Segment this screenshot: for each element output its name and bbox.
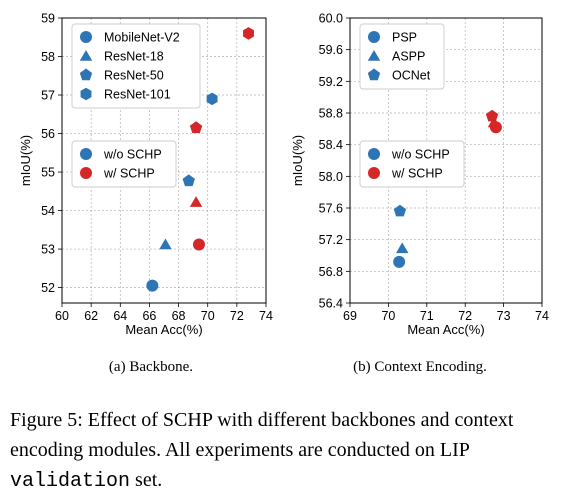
- legend-label: w/o SCHP: [103, 148, 162, 162]
- point-resnet-18-with-schp: [189, 196, 203, 207]
- subcaption-backbone: (a) Backbone.: [108, 359, 194, 375]
- legend-marker-resnet-18: [79, 50, 93, 61]
- y-tick-label: 57.6: [319, 202, 343, 216]
- y-axis-label: mIoU(%): [18, 135, 33, 186]
- y-tick-label: 52: [41, 281, 55, 295]
- x-tick-label: 70: [381, 309, 395, 323]
- x-tick-label: 70: [201, 309, 215, 323]
- legend-models: PSP ASPP OCNet: [359, 23, 445, 90]
- legend-label: ASPP: [392, 50, 425, 64]
- legend-box: [71, 140, 177, 188]
- legend-marker-w-o-schp: [80, 148, 92, 160]
- legend-marker-psp: [368, 31, 380, 43]
- x-tick-label: 71: [420, 309, 434, 323]
- chart-backbone: 60 62 64 66 68 70 72 74 52 53 54 55 56 57 58 59 Mean Acc…: [18, 12, 273, 338]
- legend-marker-ocnet: [367, 68, 381, 81]
- subcaption-context-encoding: (b) Context Encoding.: [353, 359, 487, 375]
- y-tick-label: 59.2: [319, 75, 343, 89]
- figure-caption-end: set.: [130, 469, 163, 491]
- legend-box: [359, 23, 445, 90]
- chart-context: 69 70 71 72 73 74 56.4 56.8 57.2 57.6 58.0 58.4 58.8…: [290, 12, 549, 338]
- x-tick-label: 72: [230, 309, 244, 323]
- legend-label: ResNet-50: [104, 69, 164, 83]
- point-aspp-with-schp: [487, 116, 501, 128]
- legend-label: OCNet: [392, 69, 431, 83]
- point-resnet-101-with-schp: [243, 27, 254, 40]
- legend-box: [359, 140, 465, 188]
- point-resnet-50-without-schp: [182, 174, 195, 187]
- x-tick-label: 73: [497, 309, 511, 323]
- point-resnet-101-without-schp: [206, 92, 218, 106]
- legend-models: MobileNet-V2 ResNet-18 ResNet-50 ResNet-101: [71, 23, 201, 109]
- plot-frame: [61, 17, 267, 304]
- point-mobilenet-v2-without-schp: [146, 279, 159, 292]
- y-tick-label: 60.0: [319, 12, 343, 26]
- y-tick-label: 54: [41, 204, 55, 218]
- x-tick-label: 66: [142, 309, 156, 323]
- x-tick-label: 74: [259, 309, 273, 323]
- y-tick-label: 53: [41, 243, 55, 257]
- legend-label: ResNet-101: [104, 88, 171, 102]
- figure-caption: Figure 5: Effect of SCHP with different …: [10, 405, 566, 497]
- point-resnet-18-without-schp: [159, 238, 172, 250]
- y-axis-label: mIoU(%): [290, 135, 305, 186]
- x-tick-label: 64: [113, 309, 127, 323]
- y-tick-label: 59: [41, 12, 55, 26]
- legend-marker-resnet-50: [79, 68, 93, 81]
- y-tick-label: 56: [41, 127, 55, 141]
- legend-marker-w-schp: [368, 167, 380, 179]
- point-aspp-without-schp: [395, 242, 409, 254]
- legend-label: PSP: [392, 31, 417, 45]
- legend-label: w/ SCHP: [391, 167, 443, 181]
- y-tick-label: 57: [41, 89, 55, 103]
- y-tick-label: 57.2: [319, 233, 343, 247]
- legend-label: ResNet-18: [104, 50, 164, 64]
- legend-marker-resnet-101: [80, 87, 92, 101]
- y-tick-label: 56.8: [319, 265, 343, 279]
- x-axis-label: Mean Acc(%): [407, 322, 484, 337]
- x-tick-label: 68: [172, 309, 186, 323]
- legend-marker-w-o-schp: [368, 148, 380, 160]
- figure-charts: 60 62 64 66 68 70 72 74 52 53 54 55 56 57 58 59 Mean Acc…: [18, 12, 549, 338]
- figure-caption-text: Figure 5: Effect of SCHP with different …: [10, 409, 514, 461]
- point-ocnet-without-schp: [393, 204, 407, 217]
- legend-schp: w/o SCHP w/ SCHP: [71, 140, 177, 188]
- x-tick-label: 72: [458, 309, 472, 323]
- figure-caption-mono: validation: [10, 470, 131, 493]
- y-tick-label: 59.6: [319, 43, 343, 57]
- point-ocnet-with-schp: [485, 109, 499, 122]
- legend-label: MobileNet-V2: [104, 31, 180, 45]
- x-tick-label: 62: [84, 309, 98, 323]
- legend-marker-w-schp: [80, 167, 92, 179]
- legend-label: w/ SCHP: [103, 167, 155, 181]
- legend-label: w/o SCHP: [391, 148, 450, 162]
- x-tick-label: 74: [535, 309, 549, 323]
- legend-marker-aspp: [367, 50, 381, 61]
- point-resnet-50-with-schp: [189, 121, 203, 134]
- legend-marker-mobilenet-v2: [80, 31, 92, 43]
- x-tick-label: 69: [343, 309, 357, 323]
- x-tick-label: 60: [55, 309, 69, 323]
- legend-schp: w/o SCHP w/ SCHP: [359, 140, 465, 188]
- legend-box: [71, 23, 201, 109]
- x-axis-label: Mean Acc(%): [125, 322, 202, 337]
- point-mobilenet-v2-with-schp: [192, 238, 205, 251]
- y-tick-label: 58.0: [319, 170, 343, 184]
- y-tick-label: 56.4: [319, 297, 343, 311]
- y-tick-label: 58.4: [319, 138, 343, 152]
- y-tick-label: 55: [41, 166, 55, 180]
- point-psp-without-schp: [393, 255, 406, 268]
- y-tick-label: 58: [41, 50, 55, 64]
- y-tick-label: 58.8: [319, 107, 343, 121]
- plot-frame: [349, 17, 543, 304]
